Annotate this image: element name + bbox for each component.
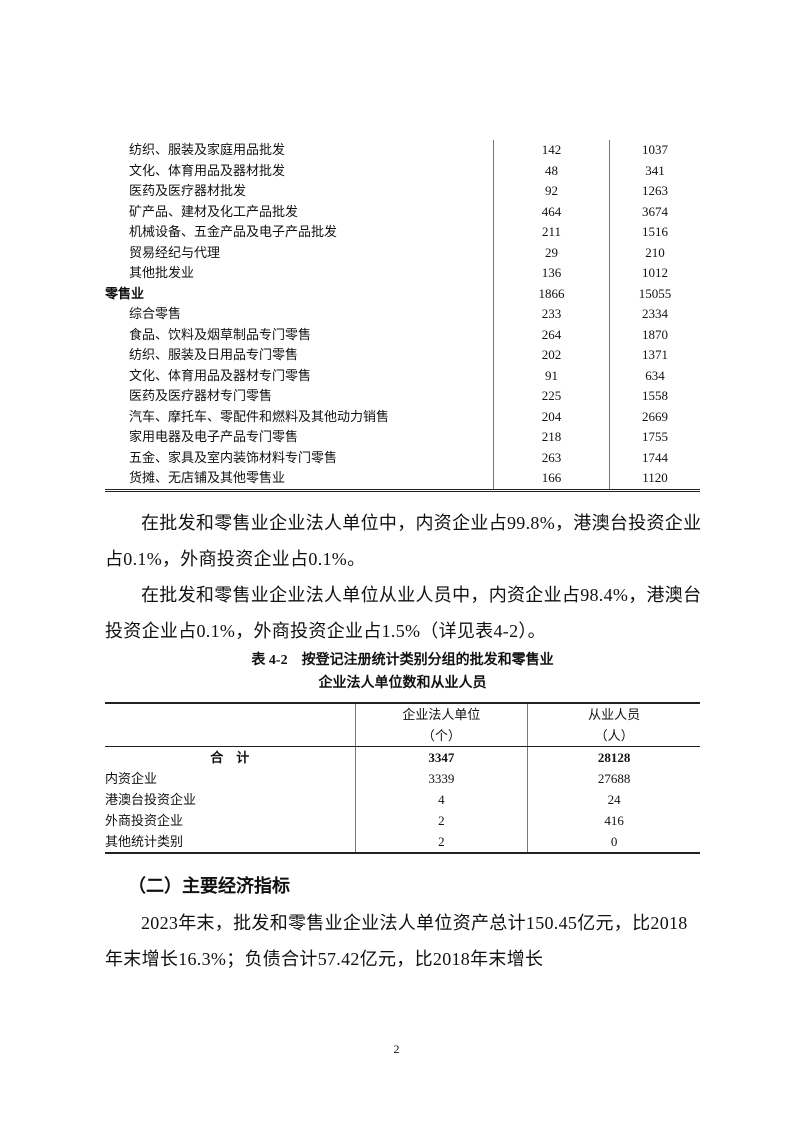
- row-units: 1866: [493, 283, 610, 304]
- table-row: 矿产品、建材及化工产品批发 464 3674: [105, 201, 700, 222]
- row-units: 29: [493, 242, 610, 263]
- table-row: 纺织、服装及日用品专门零售 202 1371: [105, 345, 700, 366]
- table-row: 其他批发业 136 1012: [105, 263, 700, 284]
- table-row: 汽车、摩托车、零配件和燃料及其他动力销售 204 2669: [105, 406, 700, 427]
- row-label: 五金、家具及室内装饰材料专门零售: [129, 449, 338, 465]
- row-persons: 1120: [609, 468, 700, 492]
- table-row: 文化、体育用品及器材专门零售 91 634: [105, 365, 700, 386]
- row-units: 2: [354, 831, 528, 853]
- table-caption-line2: 企业法人单位数和从业人员: [318, 676, 487, 691]
- row-label: 港澳台投资企业: [105, 792, 197, 807]
- row-units: 136: [493, 263, 610, 284]
- row-persons: 1263: [609, 181, 700, 202]
- row-label: 贸易经纪与代理: [129, 244, 221, 260]
- table-row: 五金、家具及室内装饰材料专门零售 263 1744: [105, 447, 700, 468]
- table-row: 货摊、无店铺及其他零售业 166 1120: [105, 468, 700, 492]
- header-units: 企业法人单位: [354, 703, 528, 725]
- row-persons: 1371: [609, 345, 700, 366]
- row-units: 233: [493, 304, 610, 325]
- row-label: 其他统计类别: [105, 834, 184, 849]
- row-label: 内资企业: [105, 771, 158, 786]
- row-label: 货摊、无店铺及其他零售业: [105, 468, 494, 492]
- header-persons-unit: （人）: [527, 725, 700, 747]
- row-units: 166: [493, 468, 610, 492]
- row-label: 纺织、服装及家庭用品批发: [129, 142, 286, 158]
- table-caption-line1: 表 4-2 按登记注册统计类别分组的批发和零售业: [251, 653, 554, 668]
- row-persons: 1037: [609, 140, 700, 161]
- row-label: 食品、饮料及烟草制品专门零售: [129, 326, 312, 342]
- table-row: 内资企业 3339 27688: [105, 768, 700, 789]
- row-units: 48: [493, 160, 610, 181]
- row-persons: 3674: [609, 201, 700, 222]
- header-units-unit: （个）: [354, 725, 528, 747]
- table-row: 纺织、服装及家庭用品批发 142 1037: [105, 140, 700, 161]
- table-row: 文化、体育用品及器材批发 48 341: [105, 160, 700, 181]
- table-row: 机械设备、五金产品及电子产品批发 211 1516: [105, 222, 700, 243]
- row-units: 225: [493, 386, 610, 407]
- row-label: 文化、体育用品及器材批发: [129, 162, 286, 178]
- row-units: 4: [354, 789, 528, 810]
- row-persons: 1516: [609, 222, 700, 243]
- table-row: 零售业 1866 15055: [105, 283, 700, 304]
- row-units: 204: [493, 406, 610, 427]
- paragraph-economic-indicators: 2023年末，批发和零售业企业法人单位资产总计150.45亿元，比2018年末增…: [105, 913, 688, 969]
- row-units: 2: [354, 810, 528, 831]
- row-persons: 210: [609, 242, 700, 263]
- row-label: 家用电器及电子产品专门零售: [129, 429, 299, 445]
- row-persons: 27688: [527, 768, 700, 789]
- row-label: 医药及医疗器材专门零售: [129, 388, 273, 404]
- row-persons: 1558: [609, 386, 700, 407]
- section-heading: （二）主要经济指标: [128, 876, 290, 896]
- row-persons: 24: [527, 789, 700, 810]
- row-units: 91: [493, 365, 610, 386]
- row-persons: 1744: [609, 447, 700, 468]
- row-label: 其他批发业: [129, 265, 195, 281]
- row-persons: 341: [609, 160, 700, 181]
- row-label: 综合零售: [129, 306, 182, 322]
- page-number: 2: [393, 1042, 400, 1056]
- table-row: 港澳台投资企业 4 24: [105, 789, 700, 810]
- row-persons: 1870: [609, 324, 700, 345]
- row-label: 文化、体育用品及器材专门零售: [129, 367, 312, 383]
- table-row-total: 合 计 3347 28128: [105, 746, 700, 768]
- row-label: 机械设备、五金产品及电子产品批发: [129, 224, 338, 240]
- paragraph-units-share: 在批发和零售业企业法人单位中，内资企业占99.8%，港澳台投资企业占0.1%，外…: [105, 513, 702, 569]
- table-row: 综合零售 233 2334: [105, 304, 700, 325]
- row-units: 263: [493, 447, 610, 468]
- row-units: 264: [493, 324, 610, 345]
- row-label: 零售业: [105, 285, 145, 301]
- industry-table: 纺织、服装及家庭用品批发 142 1037 文化、体育用品及器材批发 48 341 医药及医…: [105, 140, 700, 492]
- row-units: 142: [493, 140, 610, 161]
- row-persons: 2669: [609, 406, 700, 427]
- row-units: 202: [493, 345, 610, 366]
- row-label: 矿产品、建材及化工产品批发: [129, 203, 299, 219]
- header-persons: 从业人员: [527, 703, 700, 725]
- row-persons: 416: [527, 810, 700, 831]
- row-label: 纺织、服装及日用品专门零售: [129, 347, 299, 363]
- table-row: 食品、饮料及烟草制品专门零售 264 1870: [105, 324, 700, 345]
- row-units: 3339: [354, 768, 528, 789]
- row-persons: 1755: [609, 427, 700, 448]
- registration-type-table: 企业法人单位 从业人员 （个） （人） 合 计 3347 28128 内资企业 3…: [105, 702, 700, 854]
- row-units: 464: [493, 201, 610, 222]
- row-persons: 15055: [609, 283, 700, 304]
- row-units: 211: [493, 222, 610, 243]
- table-row: 医药及医疗器材批发 92 1263: [105, 181, 700, 202]
- row-persons: 0: [527, 831, 700, 853]
- row-units: 218: [493, 427, 610, 448]
- table-row: 家用电器及电子产品专门零售 218 1755: [105, 427, 700, 448]
- row-label: 外商投资企业: [105, 813, 184, 828]
- row-persons: 634: [609, 365, 700, 386]
- row-units: 92: [493, 181, 610, 202]
- table-row: 其他统计类别 2 0: [105, 831, 700, 853]
- table-row: 贸易经纪与代理 29 210: [105, 242, 700, 263]
- paragraph-persons-share: 在批发和零售业企业法人单位从业人员中，内资企业占98.4%，港澳台投资企业占0.…: [105, 585, 702, 641]
- row-persons: 2334: [609, 304, 700, 325]
- table-row: 医药及医疗器材专门零售 225 1558: [105, 386, 700, 407]
- row-persons: 1012: [609, 263, 700, 284]
- row-label: 汽车、摩托车、零配件和燃料及其他动力销售: [129, 408, 390, 424]
- table-row: 外商投资企业 2 416: [105, 810, 700, 831]
- row-label: 医药及医疗器材批发: [129, 183, 247, 199]
